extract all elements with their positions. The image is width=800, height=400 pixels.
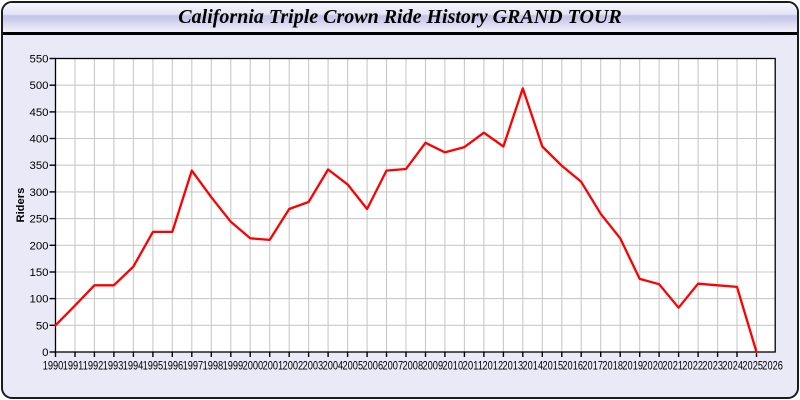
svg-text:2018: 2018 [602, 361, 623, 373]
svg-text:1998: 1998 [203, 361, 224, 373]
svg-text:2015: 2015 [543, 361, 564, 373]
svg-text:2000: 2000 [243, 361, 264, 373]
svg-text:1996: 1996 [163, 361, 184, 373]
svg-text:400: 400 [29, 134, 48, 146]
svg-text:0: 0 [42, 347, 48, 359]
svg-text:Riders: Riders [15, 188, 27, 223]
svg-text:2010: 2010 [443, 361, 464, 373]
svg-text:2016: 2016 [562, 361, 583, 373]
svg-text:2019: 2019 [622, 361, 643, 373]
svg-text:2013: 2013 [503, 361, 524, 373]
svg-text:1997: 1997 [183, 361, 204, 373]
svg-text:500: 500 [29, 80, 48, 92]
svg-text:2022: 2022 [682, 361, 703, 373]
svg-text:1995: 1995 [143, 361, 164, 373]
svg-text:2014: 2014 [523, 361, 544, 373]
svg-text:2017: 2017 [582, 361, 603, 373]
svg-text:350: 350 [29, 160, 48, 172]
svg-text:150: 150 [29, 267, 48, 279]
svg-text:50: 50 [36, 320, 49, 332]
svg-text:1999: 1999 [223, 361, 244, 373]
svg-text:2011: 2011 [463, 361, 484, 373]
svg-text:2006: 2006 [363, 361, 384, 373]
svg-text:300: 300 [29, 187, 48, 199]
svg-text:2004: 2004 [323, 361, 344, 373]
svg-text:2007: 2007 [383, 361, 404, 373]
svg-text:2008: 2008 [403, 361, 424, 373]
svg-text:2021: 2021 [662, 361, 683, 373]
svg-text:2001: 2001 [263, 361, 284, 373]
svg-text:2020: 2020 [642, 361, 663, 373]
svg-text:1994: 1994 [123, 361, 144, 373]
svg-text:1991: 1991 [63, 361, 84, 373]
svg-text:2023: 2023 [702, 361, 723, 373]
svg-text:100: 100 [29, 294, 48, 306]
svg-text:550: 550 [29, 54, 48, 66]
svg-text:200: 200 [29, 240, 48, 252]
svg-text:2026: 2026 [762, 361, 783, 373]
svg-text:2012: 2012 [483, 361, 504, 373]
svg-text:1993: 1993 [103, 361, 124, 373]
svg-text:450: 450 [29, 107, 48, 119]
svg-text:2003: 2003 [303, 361, 324, 373]
svg-text:2005: 2005 [343, 361, 364, 373]
svg-text:1992: 1992 [83, 361, 104, 373]
svg-text:2002: 2002 [283, 361, 304, 373]
svg-text:2024: 2024 [722, 361, 743, 373]
svg-text:2025: 2025 [742, 361, 763, 373]
svg-text:1990: 1990 [43, 361, 64, 373]
svg-text:2009: 2009 [423, 361, 444, 373]
svg-text:250: 250 [29, 214, 48, 226]
